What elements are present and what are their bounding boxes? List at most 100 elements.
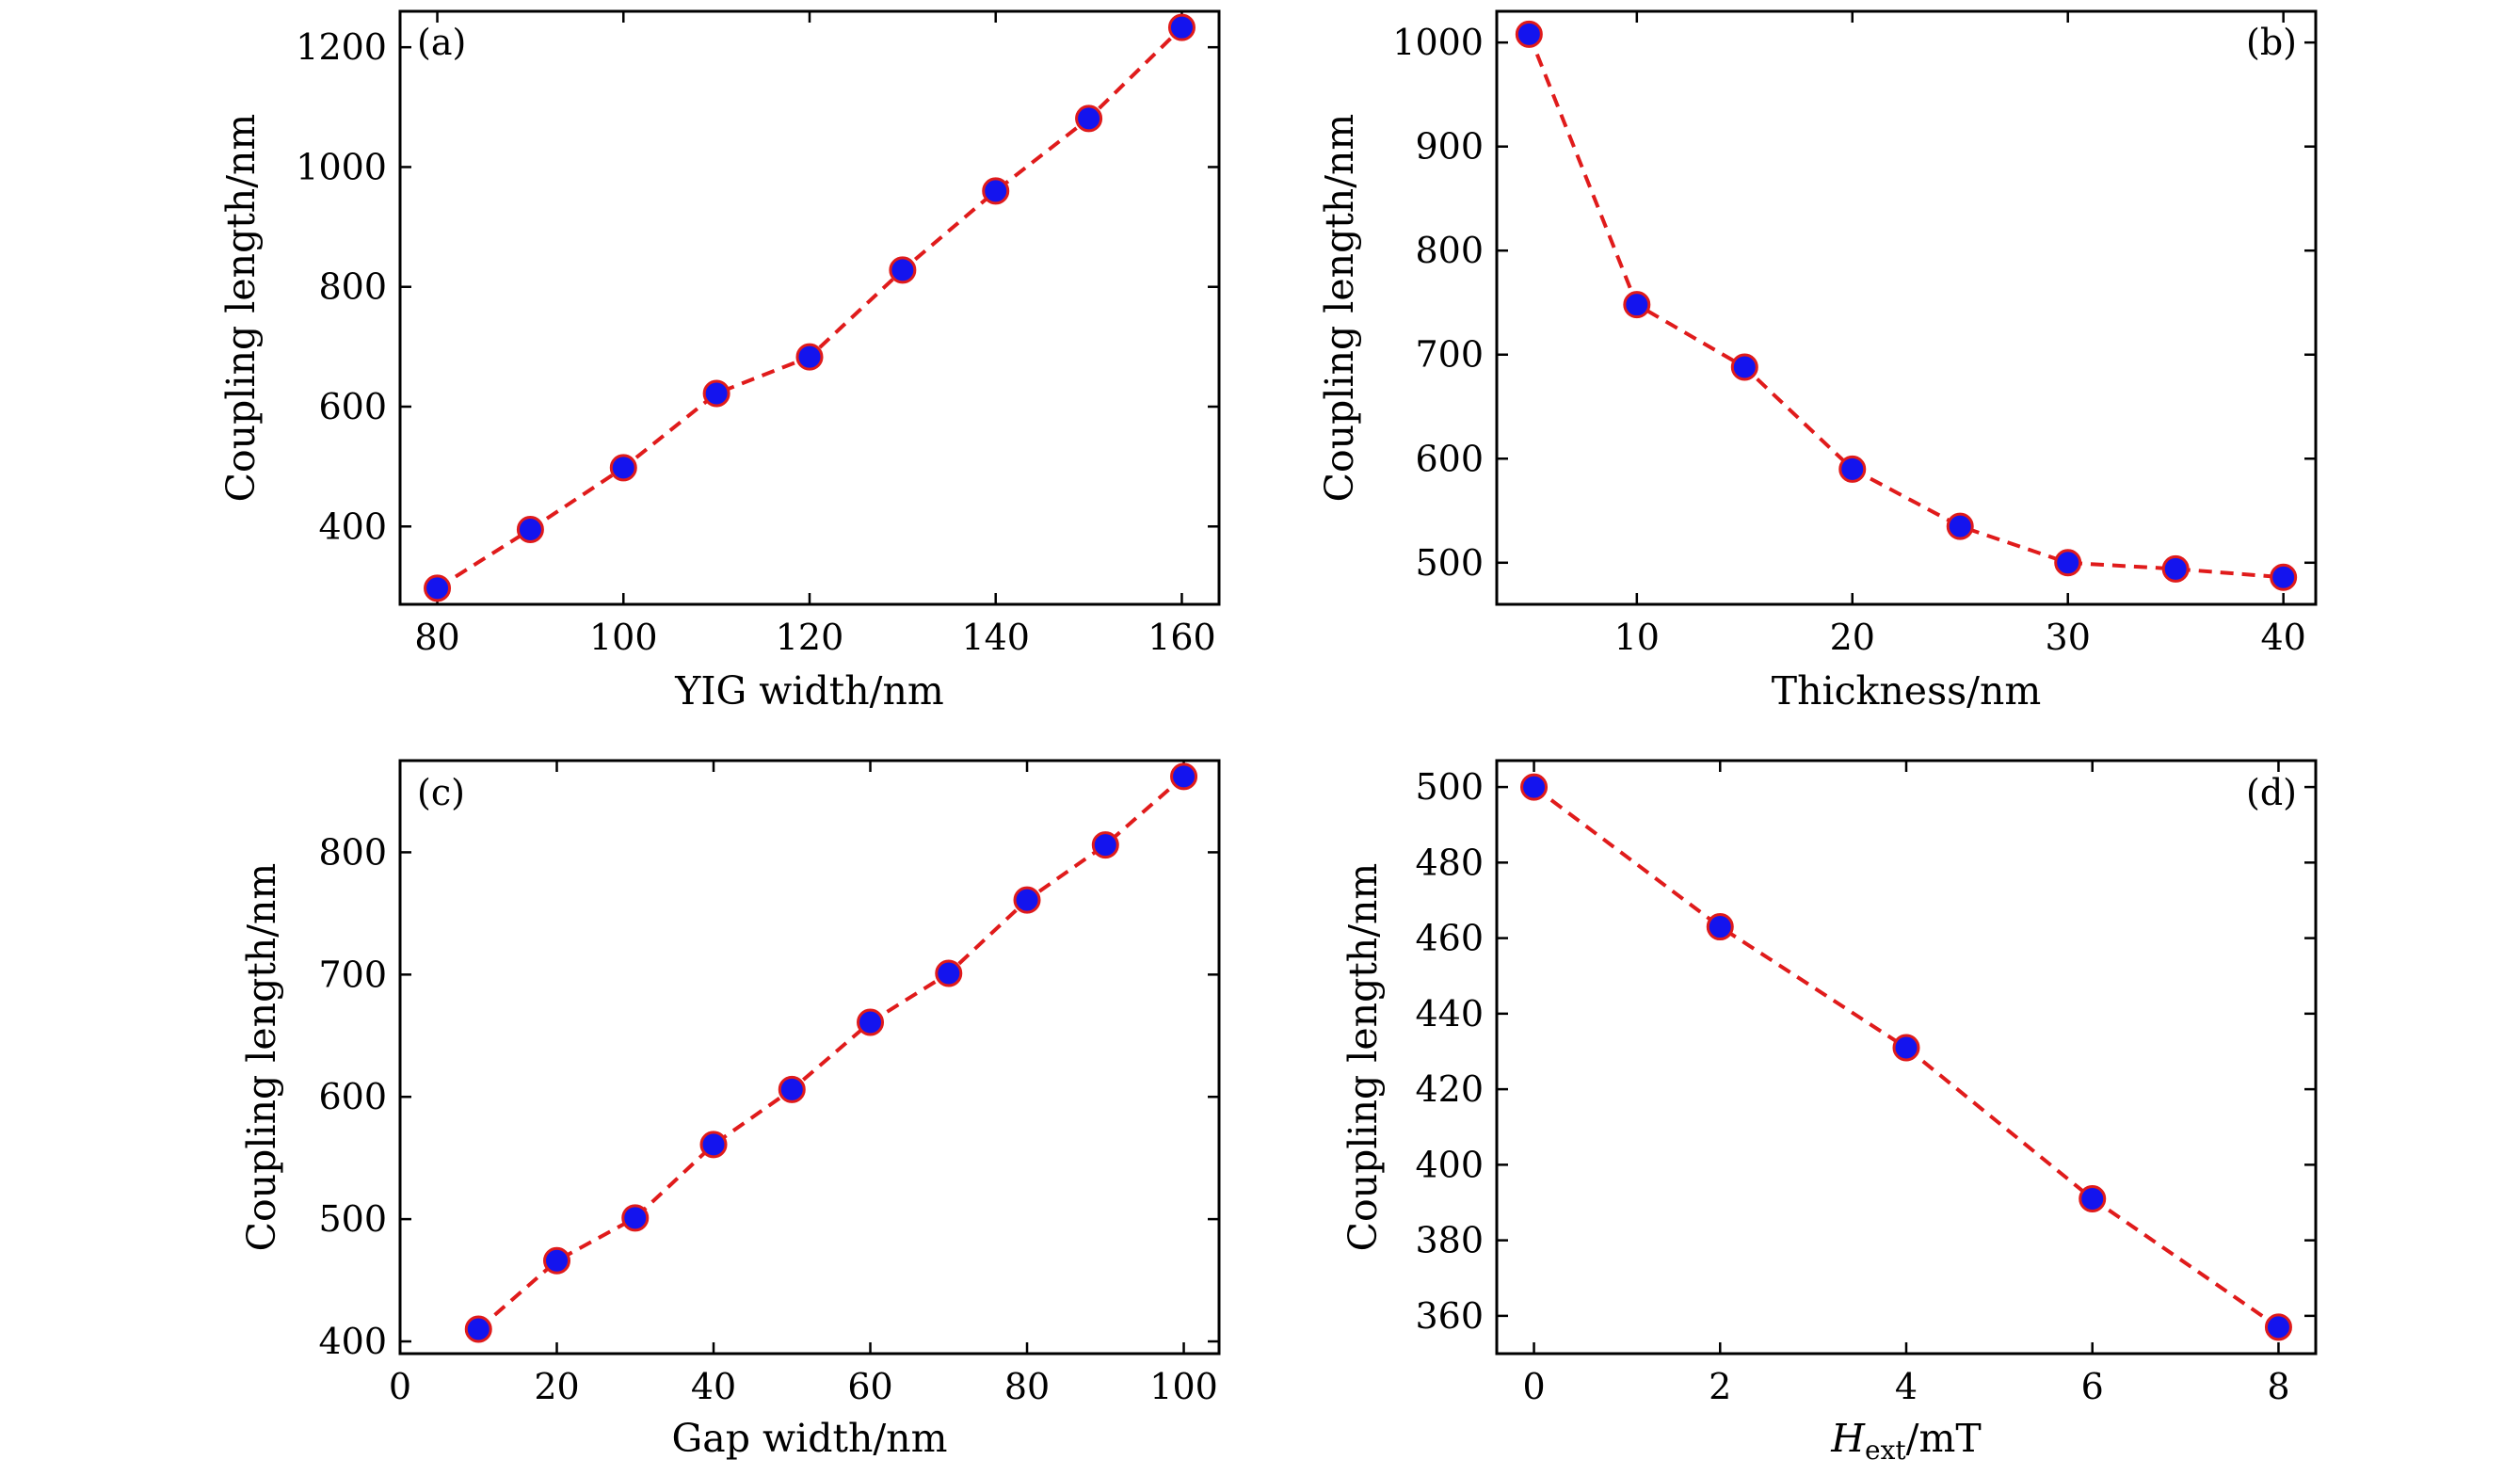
panel-a: 80 100 120 140 160 400 600 800 1000 1200 (a) YIG … — [218, 9, 1221, 714]
x-tick-label-c-4: 80 — [1004, 1366, 1050, 1407]
data-point-a-0 — [424, 574, 452, 602]
y-tick-label-d-1: 380 — [1415, 1220, 1484, 1261]
panel-label-d: (d) — [2246, 772, 2297, 813]
x-tick-label-b-1: 20 — [1830, 617, 1875, 658]
data-point-c-6 — [935, 959, 963, 987]
data-point-c-9 — [1170, 762, 1198, 791]
data-point-d-0 — [1520, 773, 1549, 801]
y-tick-label-a-4: 1200 — [296, 26, 387, 68]
x-tick-label-d-2: 4 — [1895, 1366, 1918, 1407]
data-point-c-4 — [778, 1075, 806, 1103]
y-tick-label-a-2: 800 — [318, 266, 387, 308]
panel-label-c: (c) — [417, 772, 465, 813]
y-tick-label-d-6: 480 — [1415, 842, 1484, 883]
series-line-b — [1527, 33, 2284, 580]
x-axis-label-d-unit: /mT — [1906, 1416, 1982, 1460]
x-tick-label-a-0: 80 — [414, 617, 459, 658]
x-axis-label-c: Gap width/nm — [672, 1416, 948, 1460]
data-point-b-3 — [1838, 455, 1867, 483]
x-tick-label-a-2: 120 — [776, 617, 844, 658]
data-point-d-1 — [1706, 913, 1734, 941]
x-tick-label-d-4: 8 — [2267, 1366, 2289, 1407]
data-point-a-4 — [795, 343, 824, 371]
points-b — [1515, 20, 2298, 591]
points-d — [1520, 773, 2292, 1341]
y-tick-label-c-1: 500 — [318, 1198, 387, 1240]
y-tick-label-b-3: 800 — [1415, 230, 1484, 271]
panel-d: 0 2 4 6 8 360 380 400 420 440 460 480 500 (d) Hext/m… — [1340, 759, 2318, 1460]
data-point-c-0 — [464, 1315, 492, 1343]
y-tick-label-d-4: 440 — [1415, 993, 1484, 1035]
x-axis-label-d-symbol: H — [1830, 1416, 1866, 1460]
y-tick-label-a-3: 1000 — [296, 146, 387, 187]
x-tick-label-d-1: 2 — [1709, 1366, 1731, 1407]
data-point-a-8 — [1167, 13, 1196, 41]
points-a — [424, 13, 1196, 602]
y-tick-label-c-3: 700 — [318, 954, 387, 995]
data-point-a-1 — [516, 515, 544, 543]
data-point-c-8 — [1091, 831, 1119, 859]
y-tick-label-d-7: 500 — [1415, 766, 1484, 808]
y-axis-label-d: Coupling length/nm — [1340, 863, 1386, 1252]
x-tick-label-c-1: 20 — [534, 1366, 579, 1407]
data-point-a-2 — [609, 454, 637, 482]
data-point-b-0 — [1515, 20, 1543, 48]
x-axis-label-d: Hext/mT — [1830, 1416, 1981, 1460]
data-point-a-7 — [1075, 104, 1103, 133]
plot-frame-c — [398, 759, 1221, 1356]
x-axis-label-a: YIG width/nm — [674, 668, 943, 714]
x-tick-label-a-3: 140 — [961, 617, 1030, 658]
data-point-b-2 — [1730, 353, 1758, 381]
y-tick-label-b-1: 600 — [1415, 438, 1484, 479]
data-point-d-2 — [1892, 1034, 1920, 1062]
data-point-a-3 — [702, 379, 730, 408]
y-tick-label-a-1: 600 — [318, 386, 387, 427]
y-axis-label-c: Coupling length/nm — [239, 863, 284, 1252]
data-point-a-6 — [982, 177, 1010, 205]
plot-frame-b — [1495, 9, 2318, 606]
x-tick-label-c-5: 100 — [1149, 1366, 1218, 1407]
x-tick-label-d-0: 0 — [1522, 1366, 1545, 1407]
x-axis-label-d-subscript: ext — [1865, 1435, 1906, 1460]
x-tick-label-c-3: 60 — [847, 1366, 892, 1407]
data-point-d-4 — [2264, 1313, 2292, 1341]
x-tick-label-c-2: 40 — [691, 1366, 736, 1407]
y-tick-label-a-0: 400 — [318, 505, 387, 547]
data-point-b-7 — [2270, 563, 2298, 591]
panel-b: 10 20 30 40 500 600 700 800 900 1000 (b) Thicknes… — [1317, 9, 2318, 714]
y-tick-label-b-0: 500 — [1415, 542, 1484, 584]
x-axis-label-b: Thickness/nm — [1772, 668, 2042, 714]
y-tick-label-d-0: 360 — [1415, 1295, 1484, 1337]
series-line-c — [476, 775, 1185, 1331]
plot-frame-a — [398, 9, 1221, 606]
data-point-d-3 — [2079, 1184, 2107, 1212]
y-tick-label-c-2: 600 — [318, 1076, 387, 1117]
x-tick-label-a-1: 100 — [589, 617, 658, 658]
y-tick-label-d-3: 420 — [1415, 1068, 1484, 1110]
ticks-b: 10 20 30 40 500 600 700 800 900 1000 — [1392, 11, 2316, 658]
x-tick-label-b-3: 40 — [2260, 617, 2305, 658]
x-tick-label-a-4: 160 — [1148, 617, 1216, 658]
data-point-c-1 — [543, 1246, 571, 1275]
y-tick-label-d-2: 400 — [1415, 1144, 1484, 1185]
ticks-d: 0 2 4 6 8 360 380 400 420 440 460 480 500 — [1415, 761, 2316, 1407]
data-point-b-5 — [2054, 549, 2082, 577]
ticks-a: 80 100 120 140 160 400 600 800 1000 1200 — [296, 11, 1219, 658]
data-point-c-2 — [621, 1204, 650, 1232]
x-tick-label-d-3: 6 — [2081, 1366, 2104, 1407]
series-line-a — [436, 25, 1183, 590]
y-tick-label-c-4: 800 — [318, 831, 387, 873]
y-axis-label-a: Coupling length/nm — [218, 114, 264, 503]
points-c — [464, 762, 1198, 1343]
x-tick-label-b-2: 30 — [2046, 617, 2091, 658]
data-point-b-4 — [1946, 512, 1974, 540]
panel-label-a: (a) — [417, 22, 466, 63]
x-tick-label-c-0: 0 — [389, 1366, 411, 1407]
panel-c: 0 20 40 60 80 100 400 500 600 700 800 (c) Gap widt… — [239, 759, 1221, 1460]
data-point-b-1 — [1623, 291, 1651, 319]
data-point-c-3 — [699, 1131, 728, 1159]
y-tick-label-b-5: 1000 — [1392, 22, 1484, 63]
y-axis-label-b: Coupling length/nm — [1317, 114, 1362, 503]
x-tick-label-b-0: 10 — [1614, 617, 1660, 658]
